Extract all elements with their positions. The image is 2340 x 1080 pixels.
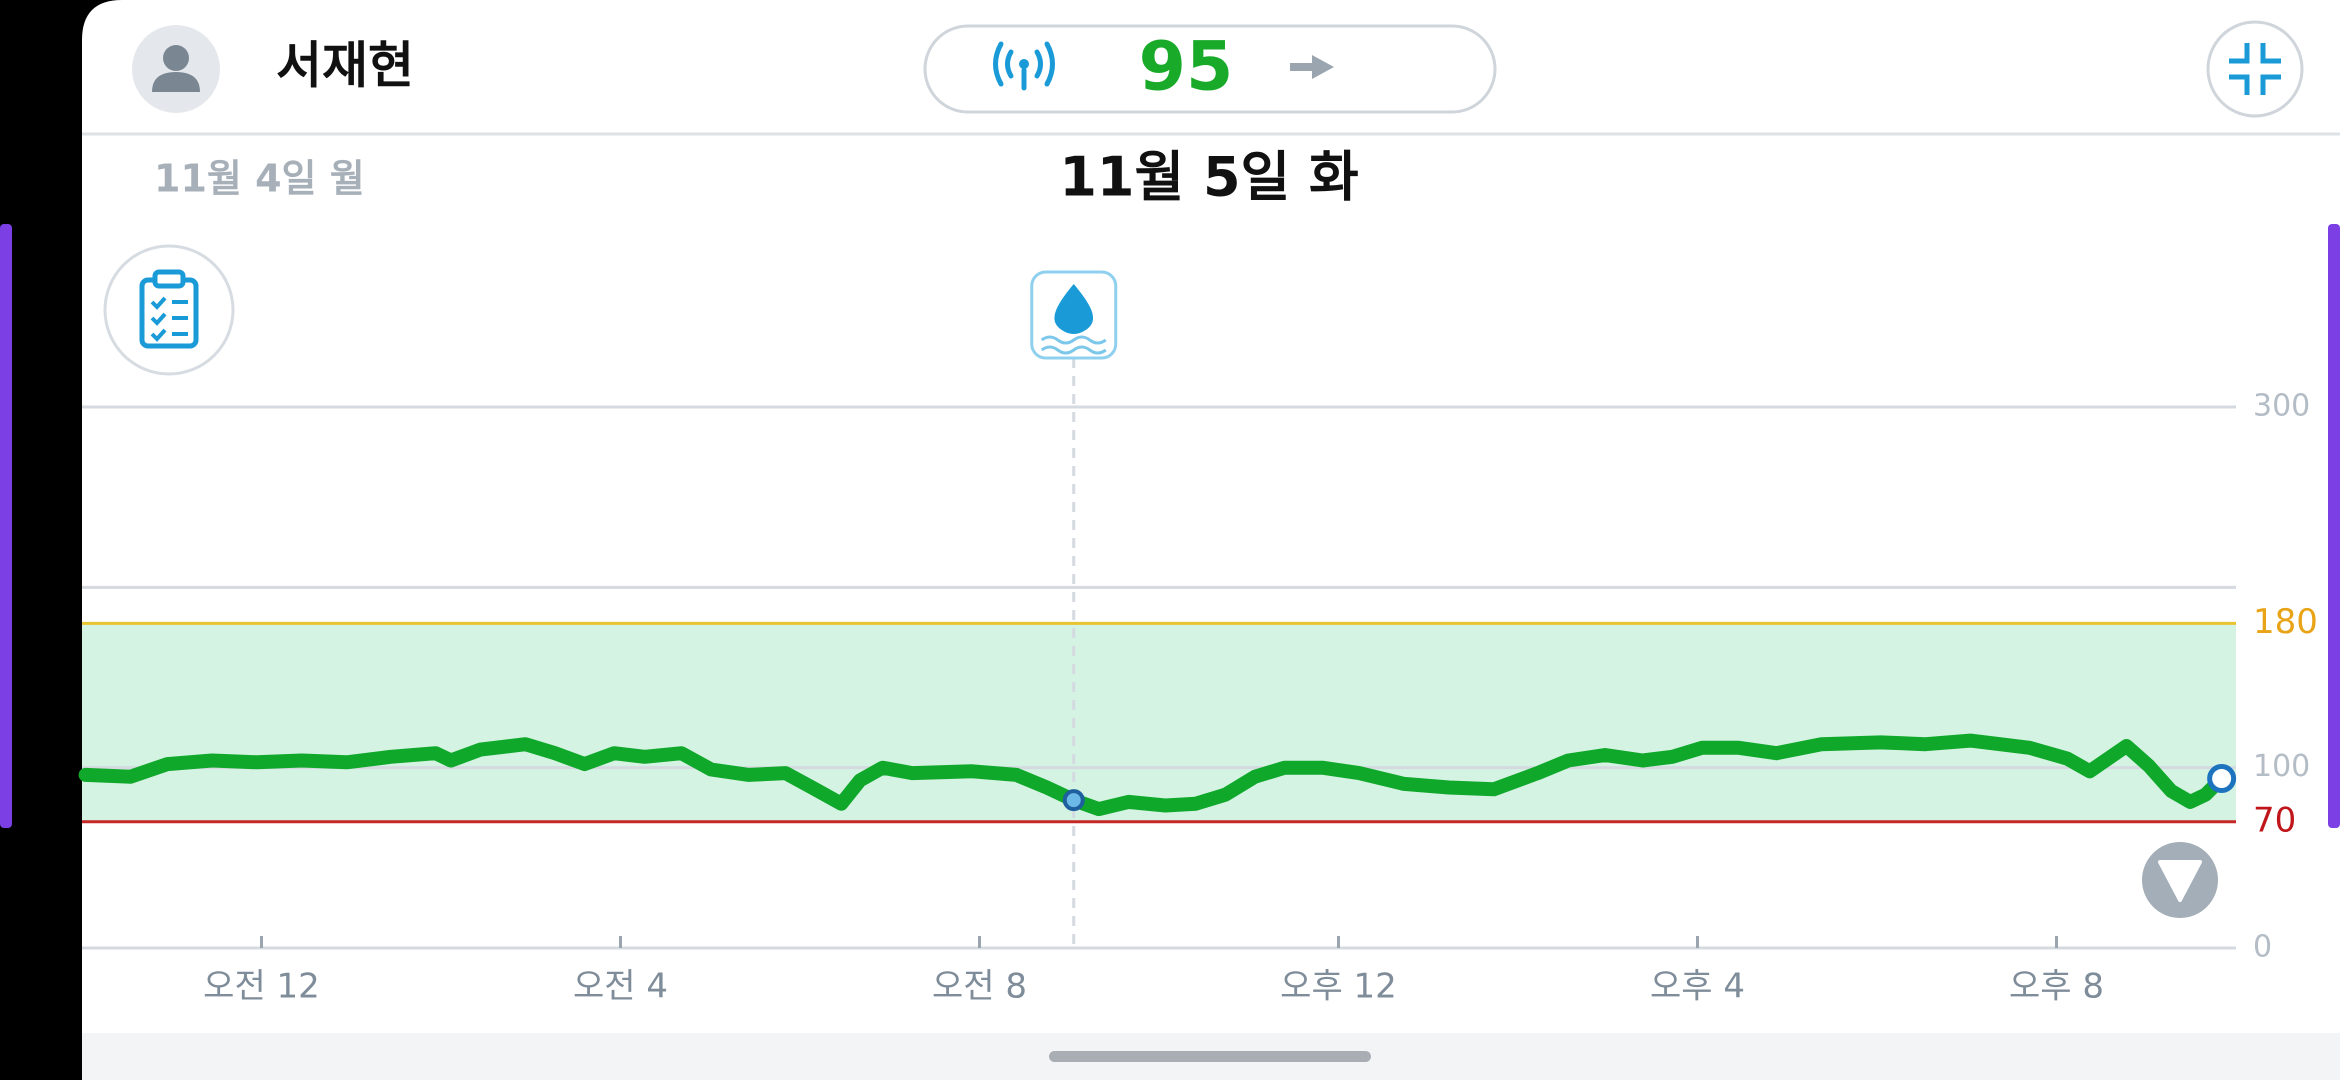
- glucose-line: [78, 733, 2229, 817]
- avatar[interactable]: [132, 25, 220, 113]
- latest-point: [2207, 763, 2237, 793]
- signal-icon: [993, 41, 1055, 91]
- scroll-down-button[interactable]: [2142, 842, 2218, 918]
- previous-date[interactable]: 11월 4일 월: [154, 157, 365, 201]
- user-name: 서재현: [276, 37, 414, 95]
- x-tick-label: 오전 4: [573, 967, 668, 1007]
- x-tick-label: 오후 12: [1280, 967, 1397, 1007]
- reading-pill[interactable]: [923, 24, 1497, 114]
- x-tick-label: 오후 4: [1650, 967, 1745, 1007]
- scroll-down-arrow: [2158, 860, 2202, 902]
- event-icon[interactable]: [1030, 270, 1118, 360]
- collapse-button[interactable]: [2206, 20, 2304, 118]
- high-limit-label: 180: [2253, 602, 2318, 642]
- event-point: [1062, 789, 1085, 812]
- low-limit-label: 70: [2253, 800, 2296, 840]
- glucose-chart: 0 100 300 180 70 오전 12 오전 4 오전 8 오후 12 오후 4 오후 8: [78, 270, 2318, 1007]
- home-indicator[interactable]: [1049, 1051, 1371, 1062]
- target-range-band: [82, 623, 2236, 822]
- event-icon-drop: [1054, 284, 1094, 334]
- x-tick-label: 오후 8: [2009, 967, 2104, 1007]
- y-tick-label: 0: [2253, 930, 2272, 965]
- x-tick-label: 오전 8: [932, 967, 1027, 1007]
- x-tick-label: 오전 12: [203, 967, 320, 1007]
- logbook-button[interactable]: [103, 244, 235, 376]
- trend-arrow: [1290, 55, 1334, 79]
- y-tick-label: 300: [2253, 389, 2310, 424]
- current-date: 11월 5일 화: [1059, 146, 1358, 209]
- y-tick-label: 100: [2253, 749, 2310, 784]
- current-reading: 95: [1139, 28, 1234, 107]
- edge-panel-left: [0, 224, 12, 828]
- event-icon-wave: [1040, 335, 1107, 355]
- edge-panel-right: [2328, 224, 2340, 828]
